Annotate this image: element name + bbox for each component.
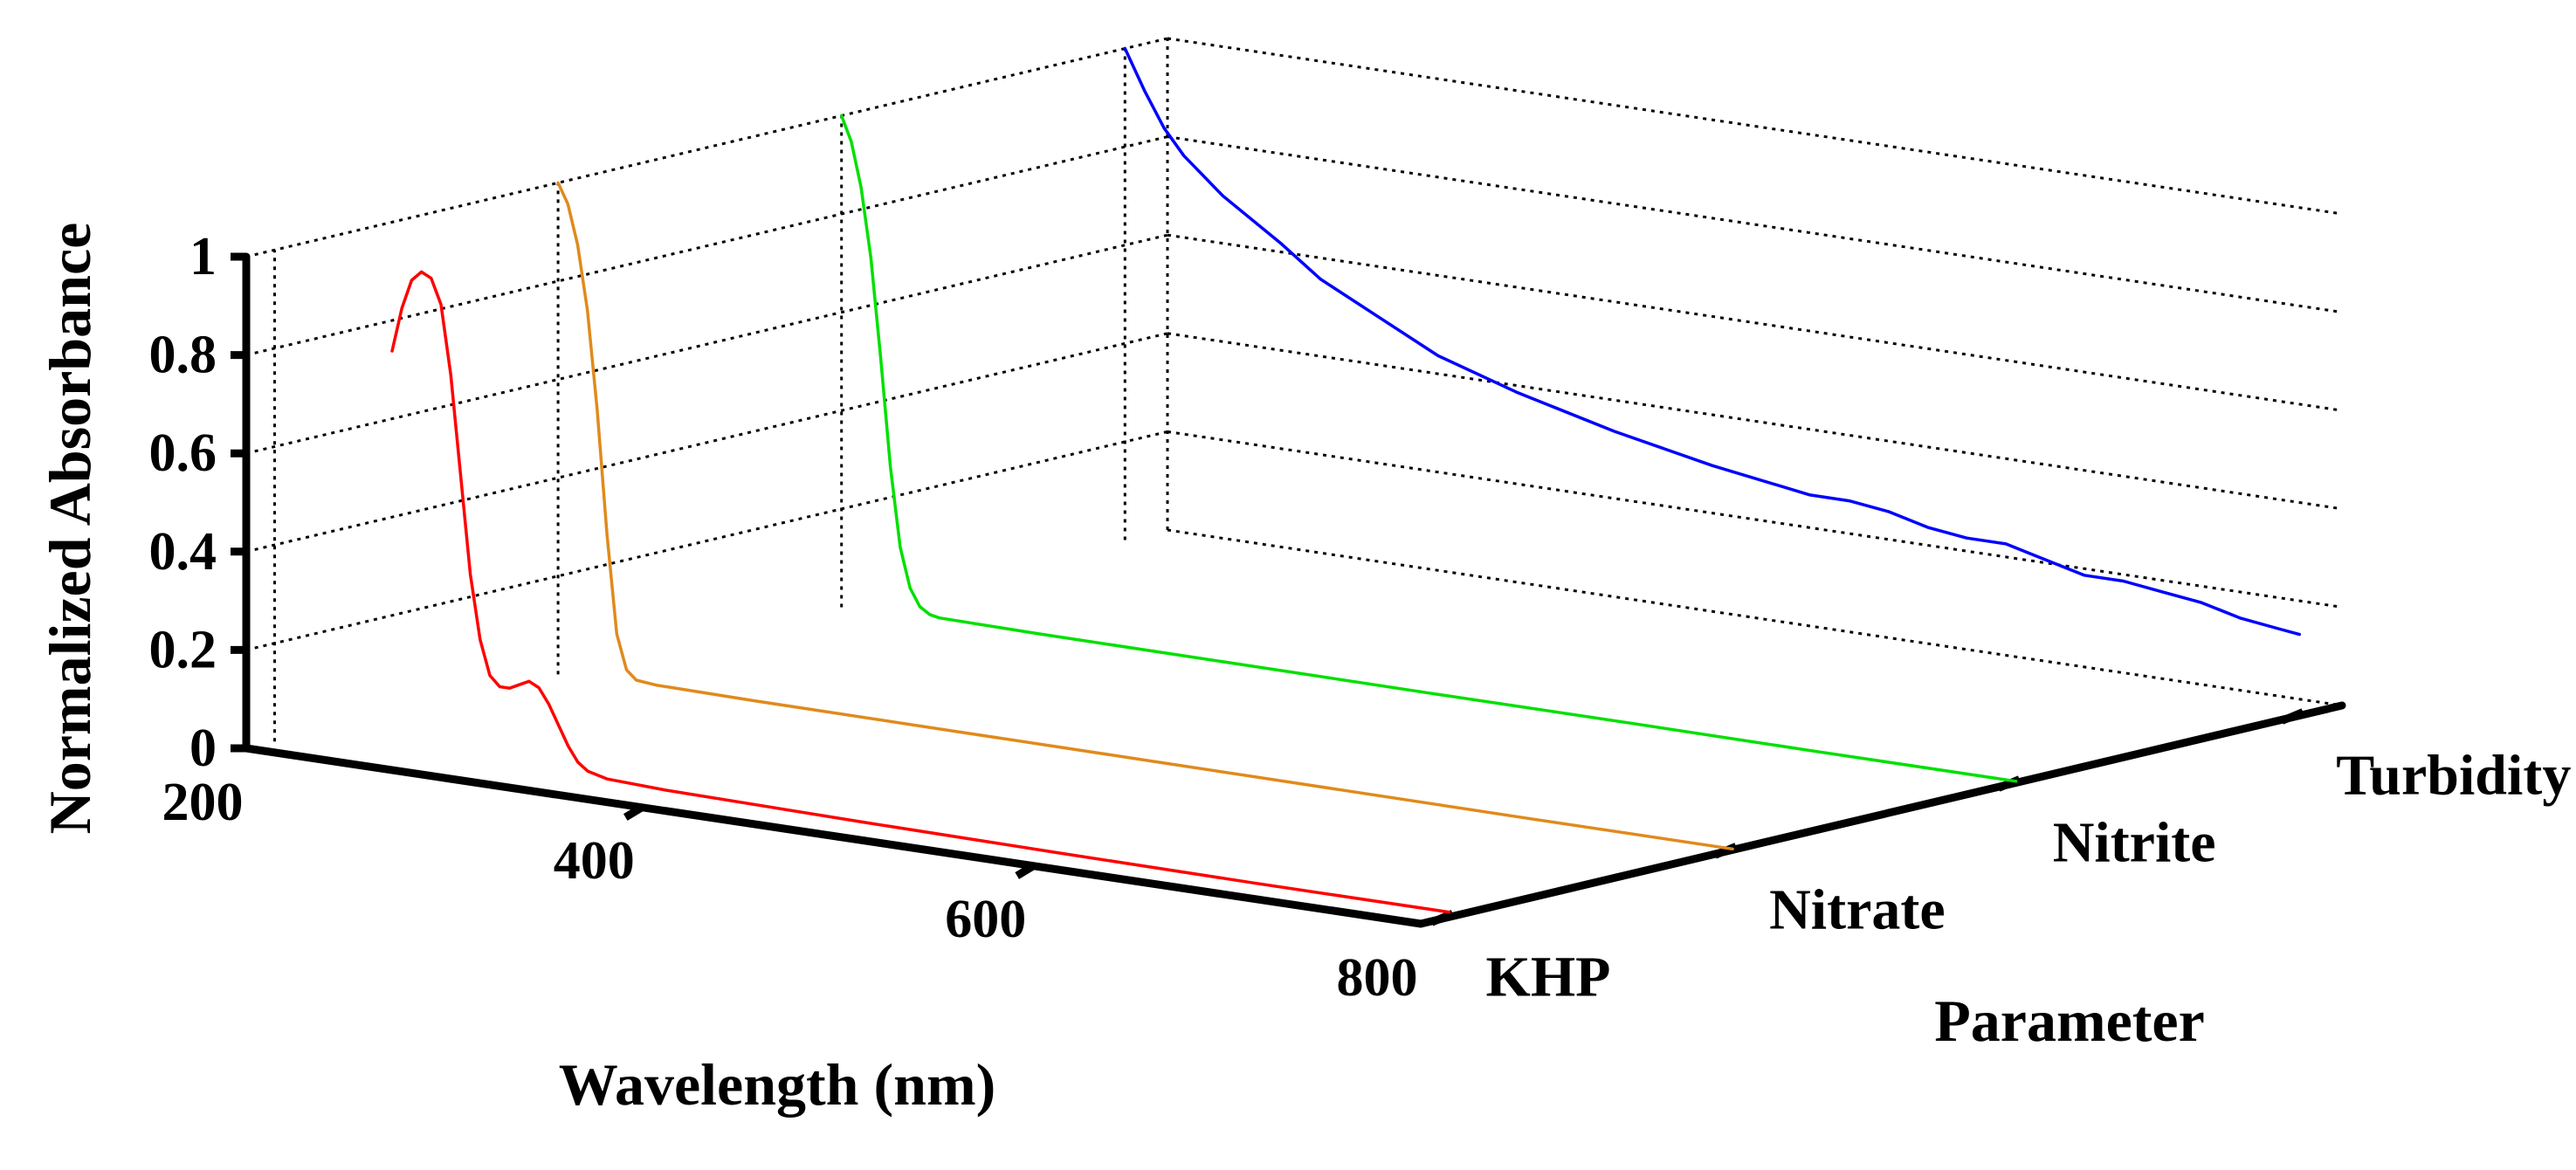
gridline-back-5 <box>1167 37 2343 216</box>
x-tick-label-1: 400 <box>554 831 635 891</box>
series-layer <box>390 46 2302 914</box>
y-tick-label-2: 0.4 <box>149 522 217 582</box>
category-label-nitrate: Nitrate <box>1769 878 1946 941</box>
x-tick-1 <box>623 803 645 821</box>
y-tick-label-3: 0.6 <box>149 423 217 483</box>
y-tick-label-4: 0.8 <box>149 326 217 385</box>
gridline-side-5 <box>245 37 1168 258</box>
z-axis-title: Parameter <box>1934 988 2205 1054</box>
gridline-back-1 <box>1167 430 2343 609</box>
axis-layer <box>231 252 2346 928</box>
x-tick-label-2: 600 <box>945 890 1026 949</box>
grid-layer <box>245 37 2343 926</box>
x-tick-2 <box>1015 862 1037 879</box>
x-axis-title: Wavelength (nm) <box>559 1051 996 1118</box>
category-label-nitrite: Nitrite <box>2053 811 2216 875</box>
gridline-back-2 <box>1167 332 2343 511</box>
x-axis-line <box>242 744 1425 928</box>
gridline-side-3 <box>245 233 1168 455</box>
series-line-khp <box>390 270 1451 914</box>
z-tick-0 <box>1429 910 1455 926</box>
gridline-back-4 <box>1167 135 2343 314</box>
label-layer: 0 0.2 0.4 0.6 0.8 1 200 400 600 800 KHP Nitrate Nitr… <box>149 227 2572 1008</box>
x-tick-label-0: 200 <box>162 773 244 832</box>
category-label-khp: KHP <box>1486 945 1611 1008</box>
gridline-side-2 <box>245 332 1168 554</box>
series-line-turbidity <box>1123 46 2302 637</box>
z-tick-3 <box>2280 708 2305 725</box>
z-axis-line <box>1416 701 2346 928</box>
y-axis-title: Normalized Absorbance <box>37 223 103 835</box>
gridline-back-3 <box>1167 233 2343 412</box>
category-label-turbidity: Turbidity <box>2336 744 2571 808</box>
y-tick-label-5: 1 <box>189 227 217 286</box>
series-line-nitrate <box>556 181 1734 851</box>
y-tick-label-1: 0.2 <box>149 620 217 679</box>
y-tick-label-0: 0 <box>189 719 217 778</box>
gridline-side-1 <box>245 430 1168 651</box>
gridline-back-base <box>1167 528 2343 707</box>
gridline-side-4 <box>245 135 1168 357</box>
series-line-nitrite <box>839 114 2018 783</box>
x-tick-label-3: 800 <box>1337 948 1418 1008</box>
